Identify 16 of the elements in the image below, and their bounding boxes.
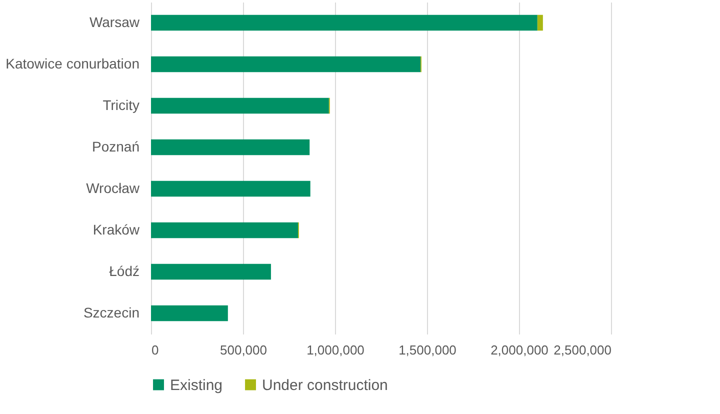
- x-tick-label: 0: [152, 342, 159, 358]
- legend-label: Under construction: [262, 376, 388, 394]
- x-tick-label: 1,500,000: [398, 342, 456, 358]
- y-tick-label: Szczecin: [83, 304, 140, 320]
- x-tick-label: 1,000,000: [306, 342, 364, 358]
- y-tick-label: Warsaw: [89, 14, 140, 30]
- y-tick-label: Wrocław: [86, 180, 140, 196]
- y-tick-label: Poznań: [92, 138, 140, 154]
- x-tick-label: 500,000: [220, 342, 267, 358]
- x-tick-label: 2,000,000: [490, 342, 548, 358]
- y-tick-label: Łódź: [109, 262, 140, 279]
- y-tick-label: Tricity: [102, 96, 140, 113]
- y-tick-label: Kraków: [92, 221, 140, 238]
- legend-label: Existing: [170, 376, 223, 394]
- y-tick-label: Katowice conurbation: [6, 55, 140, 72]
- x-tick-label: 2,500,000: [554, 342, 612, 358]
